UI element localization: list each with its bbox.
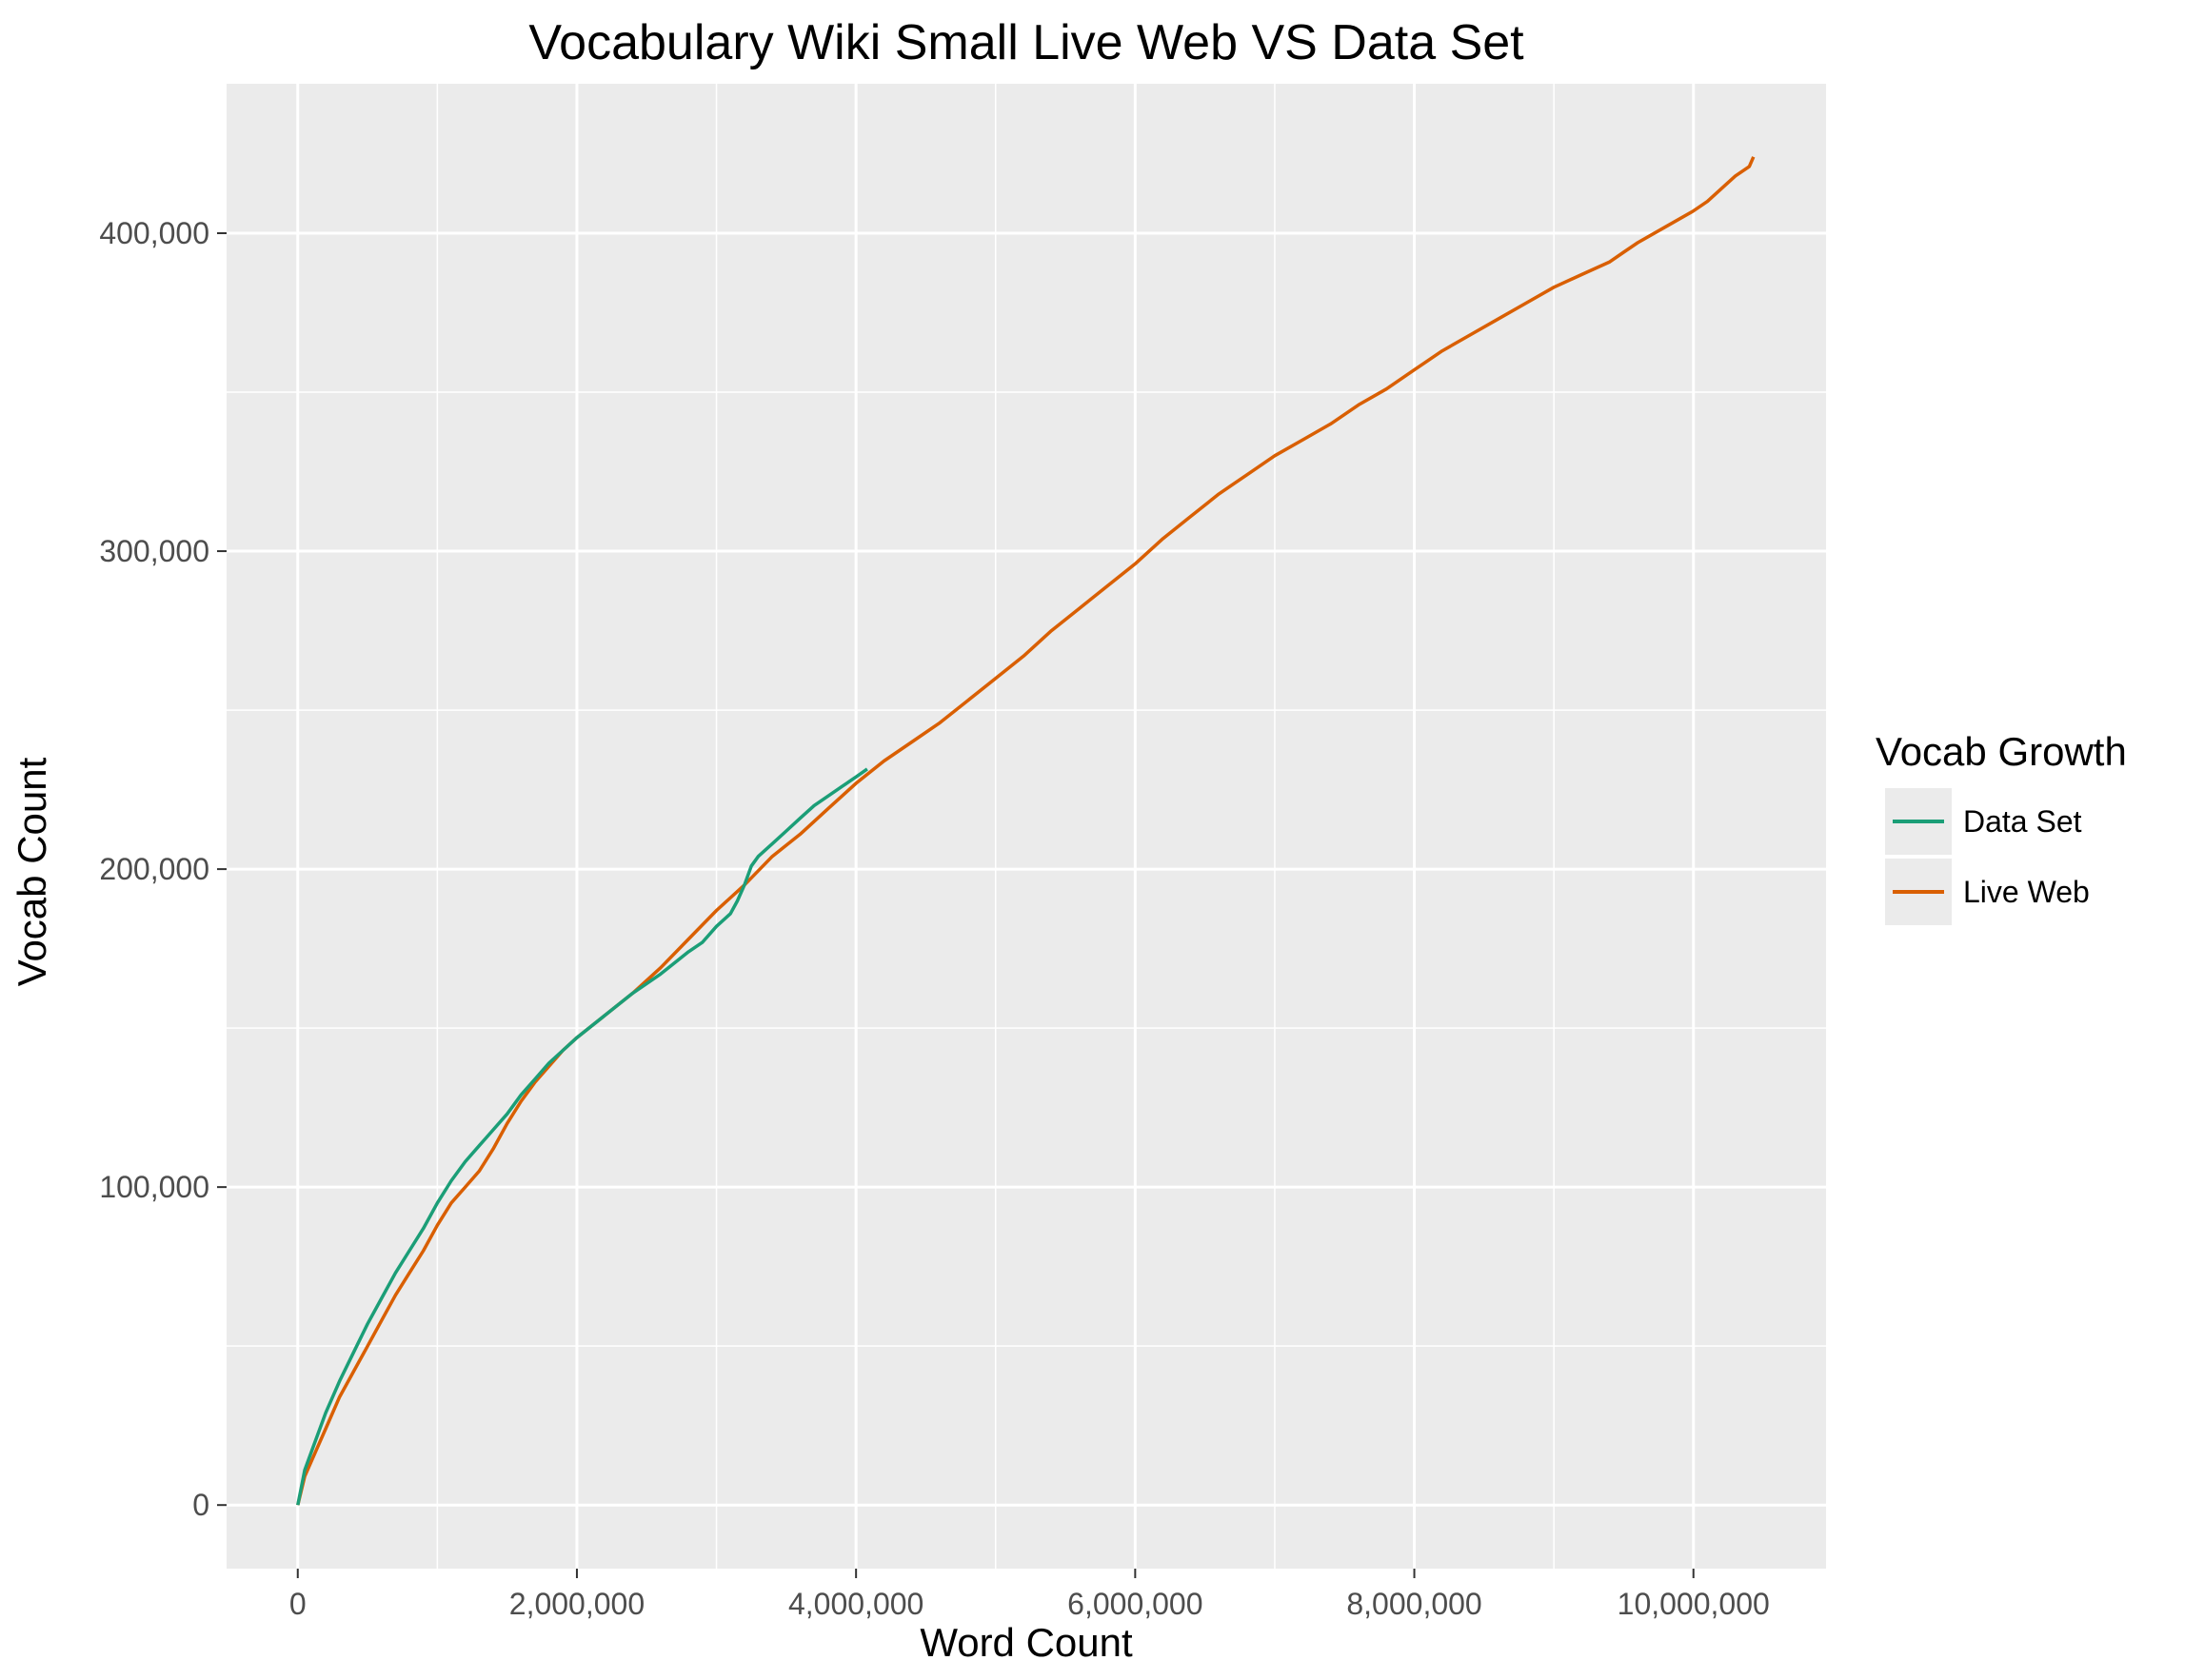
x-axis-title: Word Count — [920, 1620, 1133, 1665]
series-line-data-set — [296, 767, 868, 1506]
legend-label: Live Web — [1963, 875, 2090, 909]
legend: Vocab Growth Data Set Live Web — [1876, 729, 2127, 925]
y-tick-label: 400,000 — [99, 216, 209, 250]
series-lines — [296, 156, 1756, 1506]
x-tick-label: 0 — [289, 1587, 307, 1621]
x-tick-label: 4,000,000 — [788, 1587, 923, 1621]
y-tick-label: 200,000 — [99, 852, 209, 886]
chart-title: Vocabulary Wiki Small Live Web VS Data S… — [528, 15, 1524, 70]
y-tick-label: 0 — [192, 1488, 209, 1522]
x-tick-label: 8,000,000 — [1346, 1587, 1481, 1621]
y-axis: 0 100,000 200,000 300,000 400,000 — [99, 216, 227, 1522]
x-tick-label: 2,000,000 — [509, 1587, 645, 1621]
legend-label: Data Set — [1963, 804, 2082, 839]
y-tick-label: 300,000 — [99, 534, 209, 568]
x-tick-label: 10,000,000 — [1618, 1587, 1770, 1621]
grid-lines — [227, 84, 1826, 1569]
series-line-live-web — [296, 156, 1756, 1506]
plot-panel — [227, 84, 1826, 1569]
y-axis-title: Vocab Count — [10, 757, 54, 986]
legend-title: Vocab Growth — [1876, 729, 2127, 774]
y-tick-label: 100,000 — [99, 1170, 209, 1204]
x-tick-label: 6,000,000 — [1067, 1587, 1202, 1621]
x-axis: 0 2,000,000 4,000,000 6,000,000 8,000,000 10,… — [289, 1569, 1770, 1621]
